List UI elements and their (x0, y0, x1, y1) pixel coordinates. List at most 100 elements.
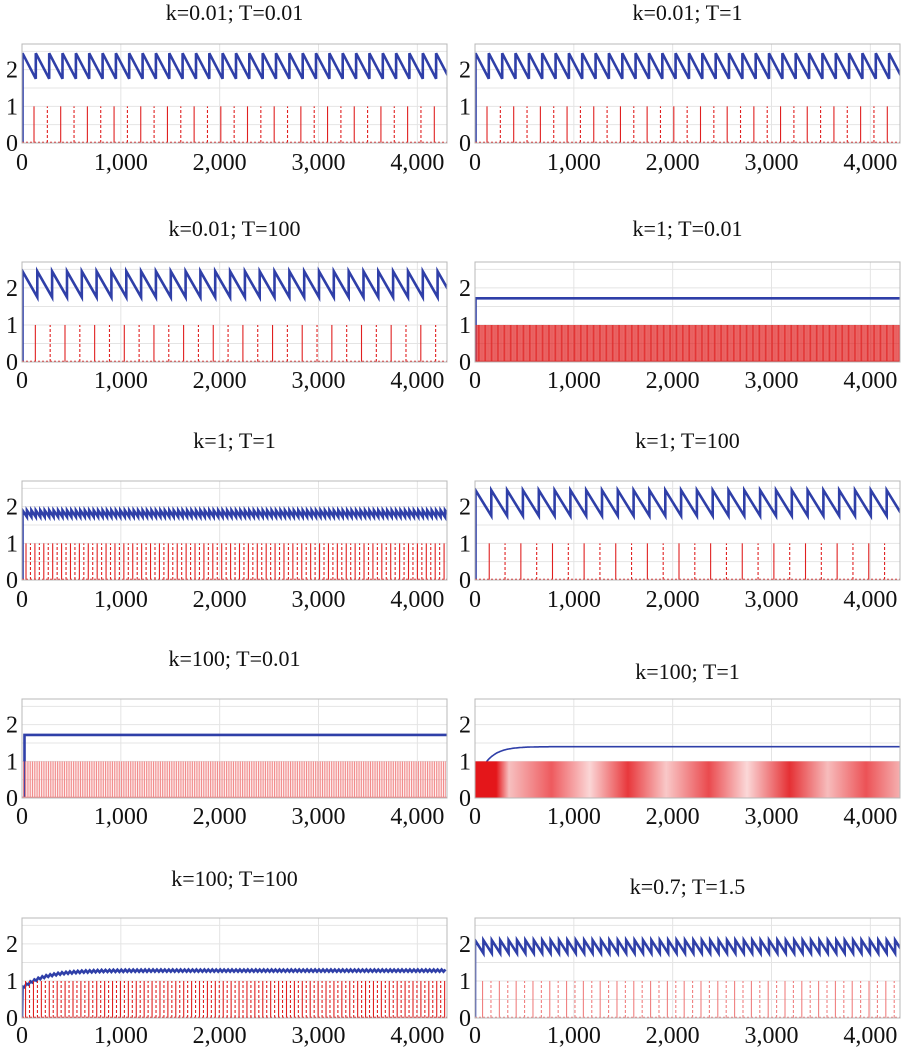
x-tick-label: 0 (469, 804, 481, 830)
plot-frame (21, 917, 448, 1019)
plot-series (22, 967, 447, 1018)
panel-4: k=1; T=0.01 0 1 2 0 1,000 2,000 3,000 4,000 (459, 216, 901, 394)
plot-frame (21, 480, 448, 581)
x-tick-label: 0 (469, 1023, 481, 1049)
panel-title: k=1; T=100 (635, 428, 739, 453)
x-tick-label: 3,000 (745, 587, 799, 613)
y-tick-label: 0 (6, 568, 18, 594)
x-tick-label: 0 (16, 1023, 28, 1049)
y-tick-label: 2 (6, 495, 18, 521)
y-tick-label: 1 (459, 94, 471, 120)
x-tick-label: 4,000 (390, 1023, 444, 1049)
y-tick-label: 2 (459, 495, 471, 521)
x-tick-label: 3,000 (745, 368, 799, 394)
plot-area (22, 918, 447, 1018)
y-tick-label: 1 (459, 313, 471, 339)
x-tick-label: 0 (469, 368, 481, 394)
plot-series (22, 506, 447, 580)
x-tick-label: 3,000 (292, 368, 346, 394)
panel-title: k=100; T=1 (635, 659, 739, 684)
panel-9: k=100; T=100 0 1 2 0 1,000 2,000 3,000 4,000 (6, 866, 448, 1049)
y-tick-label: 1 (6, 313, 18, 339)
x-tick-label: 0 (16, 368, 28, 394)
plot-frame (474, 43, 901, 144)
state-line (22, 266, 447, 362)
state-line (22, 506, 447, 580)
x-tick-label: 4,000 (390, 587, 444, 613)
plot-series (22, 52, 447, 143)
plot-series (22, 266, 447, 362)
x-tick-label: 3,000 (292, 150, 346, 176)
x-tick-label: 3,000 (745, 804, 799, 830)
x-tick-label: 0 (16, 587, 28, 613)
x-tick-label: 1,000 (94, 368, 148, 394)
x-tick-label: 2,000 (646, 587, 700, 613)
signal-band (475, 761, 900, 798)
panel-title: k=1; T=0.01 (633, 216, 743, 241)
x-tick-label: 3,000 (745, 1023, 799, 1049)
panel-3: k=0.01; T=100 0 1 2 0 1,000 2,000 3,000 4,000 (6, 216, 448, 394)
panel-title: k=0.01; T=100 (169, 216, 301, 241)
plot-series (22, 733, 447, 798)
x-tick-label: 2,000 (193, 587, 247, 613)
x-tick-label: 4,000 (843, 368, 897, 394)
x-tick-label: 2,000 (646, 150, 700, 176)
panel-title: k=100; T=0.01 (169, 646, 301, 671)
y-tick-label: 1 (6, 749, 18, 775)
state-line (475, 745, 900, 798)
x-tick-label: 1,000 (94, 1023, 148, 1049)
y-tick-label: 2 (6, 932, 18, 958)
x-tick-label: 0 (469, 150, 481, 176)
y-tick-label: 1 (6, 531, 18, 557)
panel-5: k=1; T=1 0 1 2 0 1,000 2,000 3,000 4,000 (6, 428, 448, 613)
y-tick-label: 2 (6, 276, 18, 302)
plot-frame (474, 698, 901, 799)
panel-6: k=1; T=100 0 1 2 0 1,000 2,000 3,000 4,000 (459, 428, 901, 613)
x-tick-label: 4,000 (390, 150, 444, 176)
x-tick-label: 0 (469, 587, 481, 613)
y-tick-label: 0 (459, 1006, 471, 1032)
panel-2: k=0.01; T=1 0 1 2 0 1,000 2,000 3,000 4,000 (459, 0, 901, 176)
x-tick-label: 3,000 (292, 804, 346, 830)
y-tick-label: 2 (459, 58, 471, 84)
panel-1: k=0.01; T=0.01 0 1 2 0 1,000 2,000 3,000 4,000 (6, 0, 448, 176)
x-tick-label: 2,000 (646, 1023, 700, 1049)
y-tick-label: 0 (459, 786, 471, 812)
plot-frame (474, 480, 901, 581)
x-tick-label: 4,000 (390, 804, 444, 830)
plot-series (475, 485, 900, 580)
y-tick-label: 2 (459, 276, 471, 302)
x-tick-label: 4,000 (843, 587, 897, 613)
plot-area (22, 481, 447, 580)
panel-title: k=0.7; T=1.5 (630, 874, 745, 899)
x-tick-label: 1,000 (547, 1023, 601, 1049)
plot-frame (474, 261, 901, 363)
x-tick-label: 0 (16, 804, 28, 830)
y-tick-label: 1 (459, 749, 471, 775)
state-line (22, 967, 447, 1018)
x-tick-label: 3,000 (745, 150, 799, 176)
plot-series (475, 745, 900, 798)
x-tick-label: 1,000 (94, 804, 148, 830)
panel-10: k=0.7; T=1.5 0 1 2 0 1,000 2,000 3,000 4,000 (459, 874, 901, 1049)
y-tick-label: 2 (459, 713, 471, 739)
x-tick-label: 0 (16, 150, 28, 176)
y-tick-label: 2 (6, 58, 18, 84)
state-line (475, 935, 900, 1018)
y-tick-label: 1 (6, 969, 18, 995)
y-tick-label: 0 (459, 131, 471, 157)
y-tick-label: 0 (6, 786, 18, 812)
x-tick-label: 1,000 (94, 587, 148, 613)
y-tick-label: 0 (459, 350, 471, 376)
state-line (22, 733, 447, 798)
y-tick-label: 1 (459, 531, 471, 557)
x-tick-label: 2,000 (193, 804, 247, 830)
x-tick-label: 3,000 (292, 587, 346, 613)
panel-title: k=100; T=100 (171, 866, 297, 891)
state-line (475, 52, 900, 143)
x-tick-label: 1,000 (94, 150, 148, 176)
x-tick-label: 1,000 (547, 804, 601, 830)
y-tick-label: 0 (459, 568, 471, 594)
x-tick-label: 2,000 (193, 368, 247, 394)
